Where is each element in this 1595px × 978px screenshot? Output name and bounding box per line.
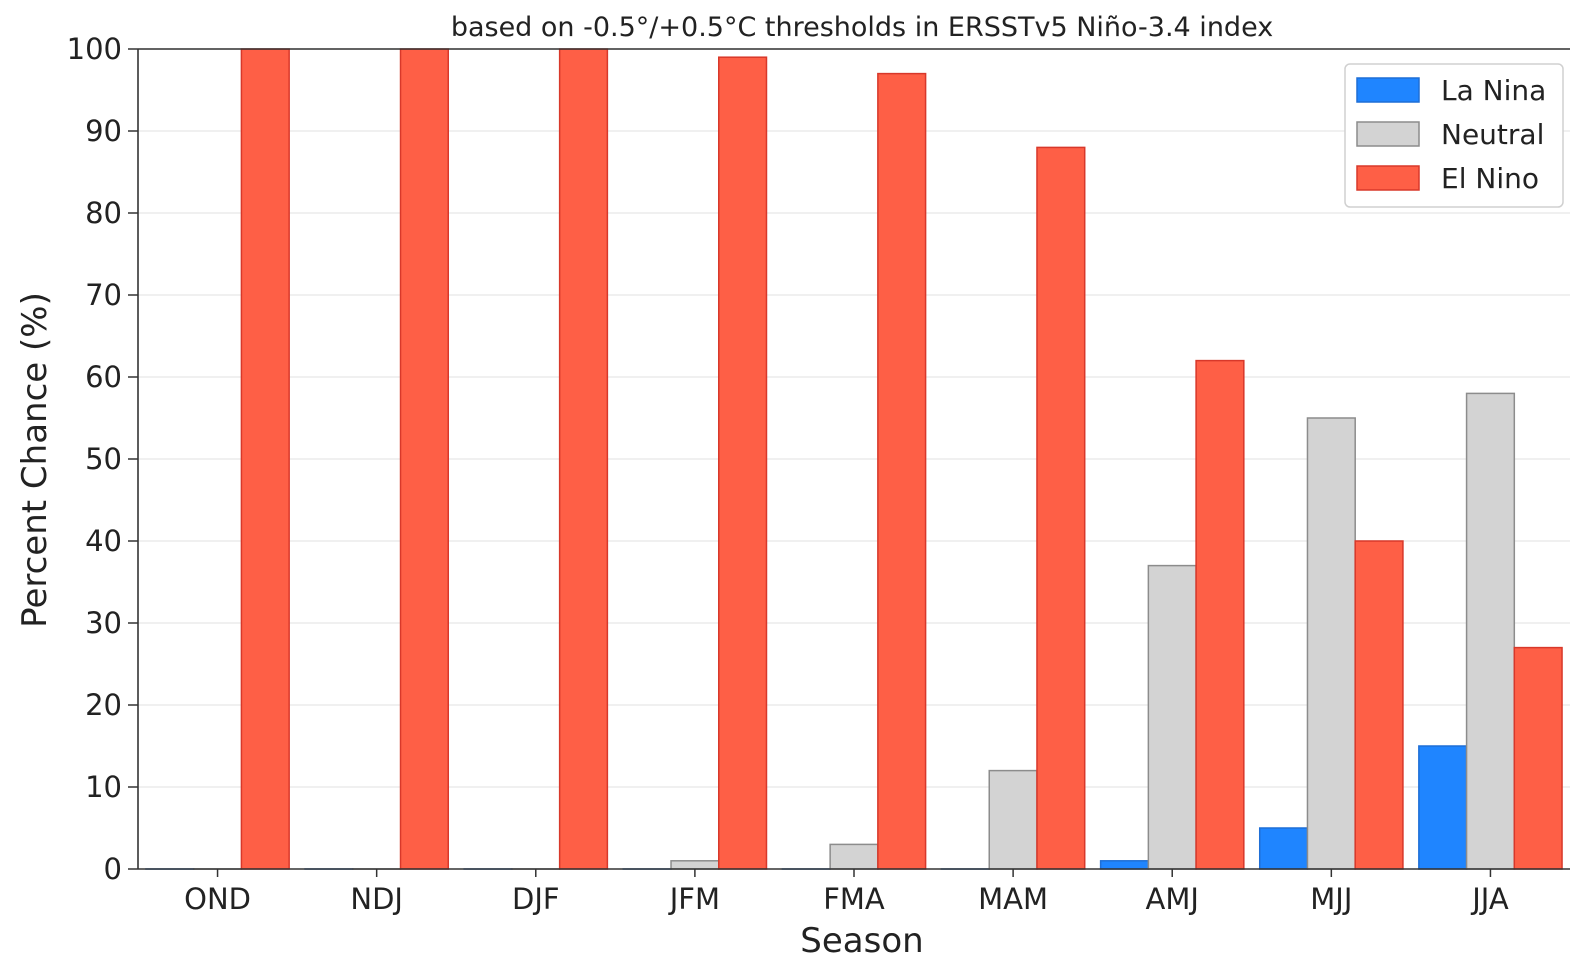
legend-label-la-nina: La Nina [1441, 74, 1546, 107]
bar-neutral-jja [1467, 393, 1515, 869]
bar-el-nino-ond [241, 49, 289, 869]
bar-el-nino-djf [560, 49, 608, 869]
legend-label-el-nino: El Nino [1441, 162, 1539, 195]
x-tick-label: JJA [1470, 882, 1509, 916]
y-tick-label: 50 [85, 442, 122, 476]
bar-la-nina-amj [1101, 861, 1149, 869]
bar-neutral-fma [830, 844, 878, 869]
x-tick-label: JFM [668, 882, 720, 916]
y-tick-label: 20 [85, 688, 122, 722]
x-tick-label: DJF [512, 882, 560, 916]
bar-el-nino-amj [1196, 361, 1244, 869]
x-axis-label: Season [800, 921, 923, 961]
y-tick-label: 100 [67, 32, 122, 66]
bar-el-nino-fma [878, 74, 926, 869]
x-tick-label: MJJ [1310, 882, 1352, 916]
y-tick-label: 0 [104, 852, 122, 886]
y-tick-label: 10 [85, 770, 122, 804]
y-tick-label: 40 [85, 524, 122, 558]
y-tick-label: 70 [85, 278, 122, 312]
x-tick-label: NDJ [350, 882, 403, 916]
x-tick-label: MAM [978, 882, 1048, 916]
y-tick-label: 60 [85, 360, 122, 394]
bar-el-nino-jja [1514, 648, 1562, 869]
x-tick-label: FMA [823, 882, 885, 916]
bar-el-nino-mjj [1355, 541, 1403, 869]
legend-swatch-la-nina [1357, 78, 1419, 102]
bar-la-nina-jja [1419, 746, 1467, 869]
legend-label-neutral: Neutral [1441, 118, 1544, 151]
x-tick-label: AMJ [1146, 882, 1199, 916]
chart-title: based on -0.5°/+0.5°C thresholds in ERSS… [451, 12, 1273, 43]
bar-neutral-mam [989, 771, 1037, 869]
bar-neutral-jfm [671, 861, 719, 869]
bar-neutral-mjj [1307, 418, 1355, 869]
legend-swatch-el-nino [1357, 166, 1419, 190]
y-tick-label: 80 [85, 196, 122, 230]
x-tick-label: OND [184, 882, 251, 916]
bar-el-nino-jfm [719, 57, 767, 869]
bar-el-nino-mam [1037, 147, 1085, 869]
bar-la-nina-mjj [1260, 828, 1308, 869]
legend-swatch-neutral [1357, 122, 1419, 146]
legend: La Nina Neutral El Nino [1345, 64, 1563, 207]
bar-neutral-amj [1148, 566, 1196, 869]
y-axis-label: Percent Chance (%) [15, 292, 55, 628]
bar-el-nino-ndj [401, 49, 449, 869]
y-tick-label: 30 [85, 606, 122, 640]
y-tick-label: 90 [85, 114, 122, 148]
